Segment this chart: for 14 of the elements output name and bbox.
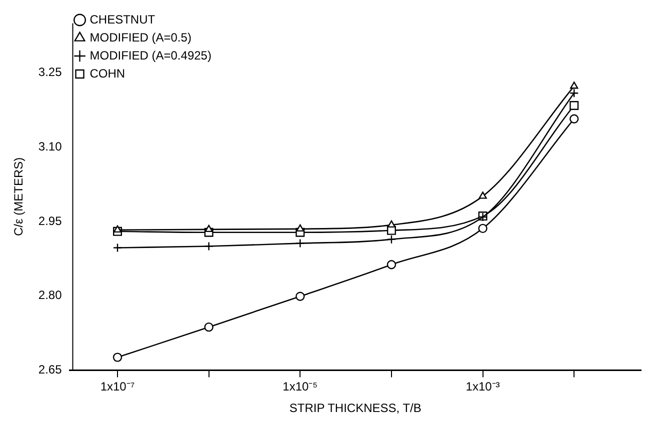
legend-label: CHESTNUT [90,12,156,26]
y-tick-label: 2.80 [38,288,62,302]
legend-label: COHN [90,66,126,80]
y-axis-title: C/ε (METERS) [12,157,26,236]
x-axis-title: STRIP THICKNESS, T/B [289,401,422,416]
y-tick-label: 2.65 [38,362,62,377]
y-tick-label: 2.95 [38,214,62,228]
x-tick-label: 1x10⁻⁵ [282,380,318,394]
legend-label: MODIFIED (A=0.4925) [90,48,212,62]
y-tick-label: 3.25 [38,65,62,80]
x-tick-label: 1x10⁻⁷ [100,380,135,394]
x-tick-label: 1x10⁻³ [466,380,500,394]
y-tick-label: 3.10 [38,139,62,154]
legend-label: MODIFIED (A=0.5) [90,30,192,44]
